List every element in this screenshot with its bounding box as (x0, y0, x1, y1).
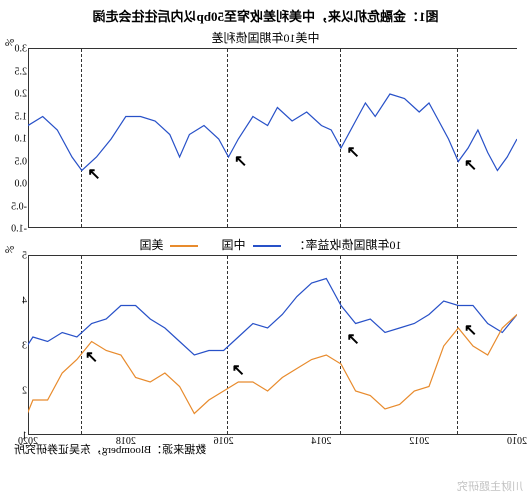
x-tick: 2014 (311, 436, 331, 447)
arrow-marker: ↗ (346, 329, 359, 349)
legend-line-us (171, 245, 199, 247)
y-tick: 3.0 (15, 44, 28, 55)
panel-top-yaxis: -1.0-0.50.00.51.01.52.02.53.0 (1, 49, 27, 227)
legend-prefix: 10年期国债收益率： (294, 238, 402, 252)
panel-bottom-chart: % 12345 201020122014201620182020 ↗↗↗↗ (28, 255, 517, 435)
legend-line-china (253, 245, 281, 247)
series-spread (28, 76, 517, 171)
series-us (28, 315, 517, 437)
arrow-marker: ↗ (464, 155, 477, 175)
x-tick: 2016 (214, 436, 234, 447)
y-tick: 1.5 (15, 111, 28, 122)
y-tick: 2 (22, 386, 27, 397)
y-tick: 2.5 (15, 66, 28, 77)
panel-top-chart: % -1.0-0.50.00.51.01.52.02.53.0 ↗↗↗↗ (28, 48, 517, 228)
arrow-marker: ↗ (87, 164, 100, 184)
panel-bottom-xaxis: 201020122014201620182020 (29, 436, 517, 450)
legend-china-label: 中国 (222, 238, 246, 252)
panel-top-subtitle: 中美10年期国债利差 (0, 27, 531, 48)
arrow-marker: ↗ (346, 142, 359, 162)
x-tick: 2012 (409, 436, 429, 447)
y-tick: 0.0 (15, 179, 28, 190)
arrow-marker: ↗ (234, 151, 247, 171)
y-tick: -0.5 (11, 201, 27, 212)
panel-top-y-unit: % (5, 37, 14, 49)
y-tick: 1.0 (15, 134, 28, 145)
line-plot (28, 256, 517, 436)
y-tick: 2.0 (15, 89, 28, 100)
y-tick: 0.5 (15, 156, 28, 167)
y-tick: 3 (22, 341, 27, 352)
legend-china: 中国 (222, 236, 281, 253)
arrow-marker: ↗ (85, 347, 98, 367)
x-tick: 2018 (116, 436, 136, 447)
line-plot (28, 49, 517, 229)
arrow-marker: ↗ (464, 320, 477, 340)
legend-us-label: 美国 (139, 238, 163, 252)
panel-bottom-yaxis: 12345 (1, 256, 27, 434)
panel-bottom-y-unit: % (5, 244, 14, 256)
x-tick: 2020 (18, 436, 38, 447)
x-tick: 2010 (507, 436, 527, 447)
watermark: 川财主题研究 (457, 478, 523, 494)
panel-bottom-legend: 10年期国债收益率： 中国 美国 (0, 234, 531, 255)
legend-us: 美国 (139, 236, 198, 253)
y-tick: -1.0 (11, 224, 27, 235)
arrow-marker: ↗ (232, 360, 245, 380)
y-tick: 5 (22, 251, 27, 262)
y-tick: 4 (22, 296, 27, 307)
figure-title: 图1：金融危机以来，中美利差收窄至50bp以内后往往会走阔 (0, 0, 531, 27)
